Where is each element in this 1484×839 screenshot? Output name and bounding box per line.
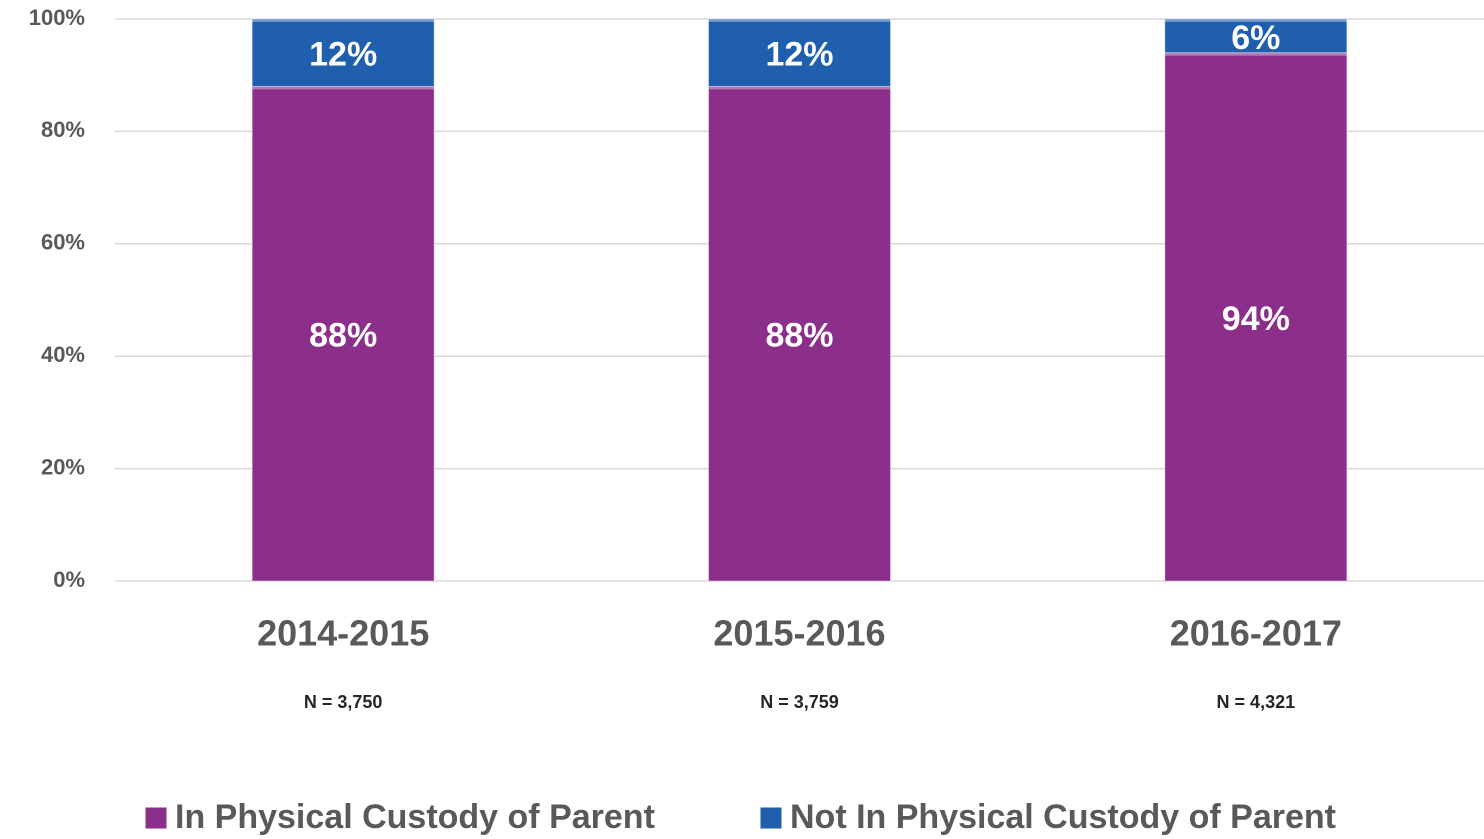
legend-swatch: [759, 806, 783, 830]
y-tick-label: 0%: [53, 567, 85, 592]
y-tick-label: 80%: [41, 117, 85, 142]
y-tick-label: 100%: [29, 5, 85, 30]
sample-size: N = 4,321: [1217, 692, 1296, 712]
value-label: 6%: [1231, 19, 1280, 57]
bar-segment: [1164, 18, 1348, 54]
bar-segment: [708, 18, 891, 87]
y-tick-label: 40%: [41, 342, 85, 367]
bar-segment: [251, 85, 435, 582]
x-tick-label: 2015-2016: [713, 613, 885, 654]
bar-highlight: [708, 86, 891, 90]
bar-highlight: [1164, 19, 1347, 22]
y-tick-label: 20%: [41, 454, 85, 479]
bar-highlight: [708, 19, 891, 22]
x-tick-label: 2016-2017: [1170, 613, 1342, 654]
legend-swatch: [144, 806, 168, 830]
sample-size: N = 3,750: [304, 692, 383, 712]
value-label: 94%: [1222, 300, 1290, 338]
bar-segment: [251, 18, 435, 87]
sample-size: N = 3,759: [760, 692, 839, 712]
value-label: 88%: [765, 317, 833, 355]
bar-segment: [708, 85, 891, 582]
bar-segment: [1164, 52, 1348, 582]
y-tick-label: 60%: [41, 230, 85, 255]
legend-label: Not In Physical Custody of Parent: [790, 798, 1336, 836]
x-tick-label: 2014-2015: [257, 613, 429, 654]
value-label: 88%: [309, 317, 377, 355]
legend-label: In Physical Custody of Parent: [175, 798, 655, 836]
value-label: 12%: [765, 36, 833, 74]
bar-highlight: [252, 19, 435, 22]
bar-highlight: [1164, 52, 1347, 56]
bar-highlight: [252, 86, 435, 90]
value-label: 12%: [309, 36, 377, 74]
